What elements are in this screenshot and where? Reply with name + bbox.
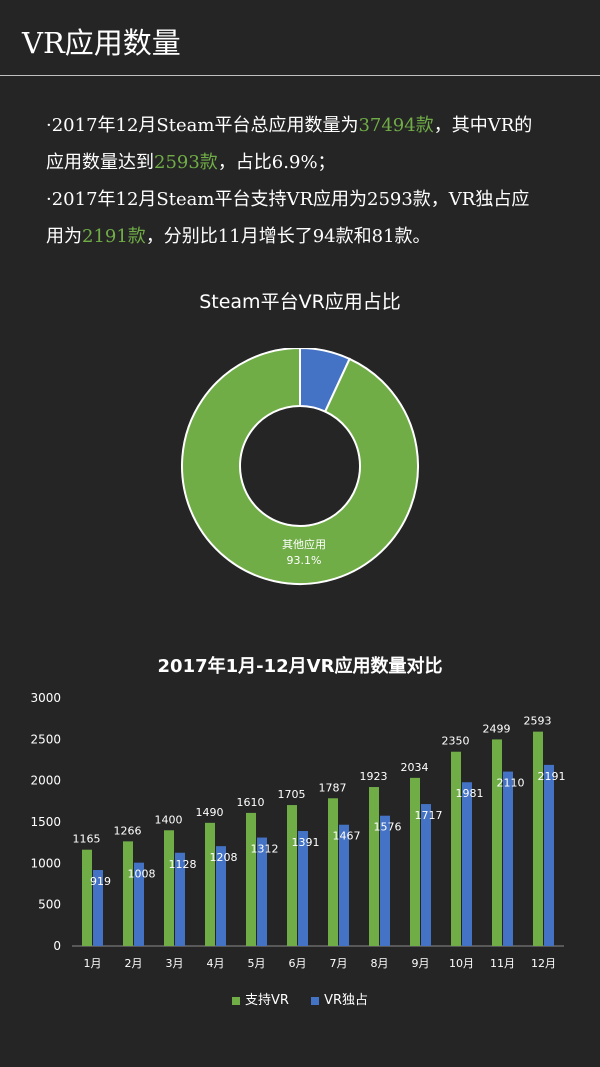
- bar-vr-exclusive: [175, 852, 185, 946]
- x-tick-label: 12月: [531, 957, 556, 970]
- data-label-vr-exclusive: 1717: [415, 809, 443, 822]
- x-tick-label: 9月: [412, 957, 430, 970]
- donut-slice-label-1: 其他应用: [282, 537, 326, 551]
- x-tick-label: 6月: [289, 957, 307, 970]
- legend-swatch-support-vr: [231, 996, 240, 1005]
- data-label-support-vr: 2034: [401, 761, 429, 774]
- bar-support-vr: [287, 805, 297, 946]
- donut-chart-title: Steam平台VR应用占比: [199, 291, 401, 313]
- summary-text: ，分别比11月增长了94款和81款。: [145, 226, 431, 247]
- data-label-vr-exclusive: 1391: [292, 836, 320, 849]
- title-divider: [0, 75, 600, 76]
- summary-paragraph: ·2017年12月Steam平台总应用数量为37494款，其中VR的 应用数量达…: [46, 107, 566, 255]
- x-tick-label: 4月: [207, 957, 225, 970]
- summary-line-3: ·2017年12月Steam平台支持VR应用为2593款，VR独占应: [46, 181, 566, 218]
- x-tick-label: 10月: [449, 957, 474, 970]
- bar-support-vr: [246, 812, 256, 946]
- data-label-vr-exclusive: 1008: [128, 868, 156, 881]
- bar-chart-legend: 支持VR VR独占: [0, 989, 600, 1008]
- bar-support-vr: [369, 787, 379, 946]
- summary-line-2: 应用数量达到2593款，占比6.9%；: [46, 144, 566, 181]
- data-label-support-vr: 2593: [524, 715, 552, 728]
- highlight-number: 2191款: [82, 226, 146, 247]
- donut-slice-value-1: 93.1%: [287, 554, 322, 567]
- summary-line-1: ·2017年12月Steam平台总应用数量为37494款，其中VR的: [46, 107, 566, 144]
- data-label-vr-exclusive: 1576: [374, 821, 402, 834]
- x-tick-label: 3月: [166, 957, 184, 970]
- y-tick-label: 0: [53, 939, 61, 953]
- summary-text: 应用数量达到: [46, 152, 154, 173]
- data-label-vr-exclusive: 1208: [210, 851, 238, 864]
- bar-vr-exclusive: [421, 804, 431, 946]
- bar-vr-exclusive: [462, 782, 472, 946]
- data-label-support-vr: 1490: [196, 806, 224, 819]
- bar-support-vr: [410, 777, 420, 946]
- page-title: VR应用数量: [22, 26, 181, 60]
- summary-text: 用为: [46, 226, 82, 247]
- data-label-support-vr: 1705: [278, 788, 306, 801]
- data-label-vr-exclusive: 1981: [456, 787, 484, 800]
- legend-label-vr-exclusive: VR独占: [324, 993, 368, 1008]
- legend-item-vr-exclusive: VR独占: [311, 989, 368, 1008]
- bar-support-vr: [328, 798, 338, 946]
- x-tick-label: 2月: [125, 957, 143, 970]
- data-label-support-vr: 1787: [319, 781, 347, 794]
- legend-item-support-vr: 支持VR: [231, 989, 289, 1008]
- bar-vr-exclusive: [298, 831, 308, 946]
- highlight-number: 2593款: [154, 152, 218, 173]
- x-tick-label: 5月: [248, 957, 266, 970]
- bar-vr-exclusive: [544, 764, 554, 946]
- bar-vr-exclusive: [503, 771, 513, 946]
- bar-support-vr: [492, 739, 502, 946]
- x-tick-label: 1月: [84, 957, 102, 970]
- highlight-number: 37494款: [358, 115, 434, 136]
- bar-vr-exclusive: [339, 824, 349, 946]
- legend-swatch-vr-exclusive: [311, 996, 320, 1005]
- summary-text: ·2017年12月Steam平台支持VR应用为2593款，VR独占应: [46, 189, 530, 210]
- bar-support-vr: [205, 822, 215, 946]
- x-tick-label: 8月: [371, 957, 389, 970]
- bar-support-vr: [123, 841, 133, 946]
- data-label-support-vr: 1266: [114, 824, 142, 837]
- data-label-support-vr: 1923: [360, 770, 388, 783]
- data-label-support-vr: 1400: [155, 813, 183, 826]
- bar-vr-exclusive: [93, 870, 103, 946]
- bar-support-vr: [451, 751, 461, 946]
- donut-slice-1: [181, 348, 419, 585]
- bar-vr-exclusive: [134, 862, 144, 946]
- y-tick-label: 3000: [30, 691, 61, 705]
- data-label-support-vr: 2499: [483, 722, 511, 735]
- data-label-vr-exclusive: 2110: [497, 777, 525, 790]
- data-label-vr-exclusive: 2191: [538, 770, 566, 783]
- data-label-support-vr: 2350: [442, 735, 470, 748]
- y-tick-label: 2500: [30, 732, 61, 746]
- bar-vr-exclusive: [216, 846, 226, 946]
- y-tick-label: 1500: [30, 815, 61, 829]
- data-label-vr-exclusive: 919: [90, 875, 111, 888]
- bar-chart: 0 500 1000 1500 2000 2500 3000 1165 919 1月 1266 100…: [30, 691, 566, 970]
- data-label-vr-exclusive: 1128: [169, 858, 197, 871]
- x-tick-label: 11月: [490, 957, 515, 970]
- summary-line-4: 用为2191款，分别比11月增长了94款和81款。: [46, 218, 566, 255]
- data-label-support-vr: 1610: [237, 796, 265, 809]
- legend-label-support-vr: 支持VR: [244, 993, 289, 1008]
- summary-text: ·2017年12月Steam平台总应用数量为: [46, 115, 359, 136]
- bar-vr-exclusive: [257, 837, 267, 946]
- bar-support-vr: [533, 731, 543, 946]
- data-label-vr-exclusive: 1312: [251, 843, 279, 856]
- bar-support-vr: [82, 849, 92, 946]
- y-tick-label: 500: [38, 898, 61, 912]
- bar-chart-title: 2017年1月-12月VR应用数量对比: [157, 656, 443, 677]
- summary-text: ，其中VR的: [433, 115, 533, 136]
- y-tick-label: 2000: [30, 774, 61, 788]
- summary-text: ，占比6.9%；: [217, 152, 336, 173]
- data-label-support-vr: 1165: [73, 833, 101, 846]
- data-label-vr-exclusive: 1467: [333, 830, 361, 843]
- bar-vr-exclusive: [380, 815, 390, 946]
- bar-support-vr: [164, 830, 174, 946]
- x-tick-label: 7月: [330, 957, 348, 970]
- y-tick-label: 1000: [30, 856, 61, 870]
